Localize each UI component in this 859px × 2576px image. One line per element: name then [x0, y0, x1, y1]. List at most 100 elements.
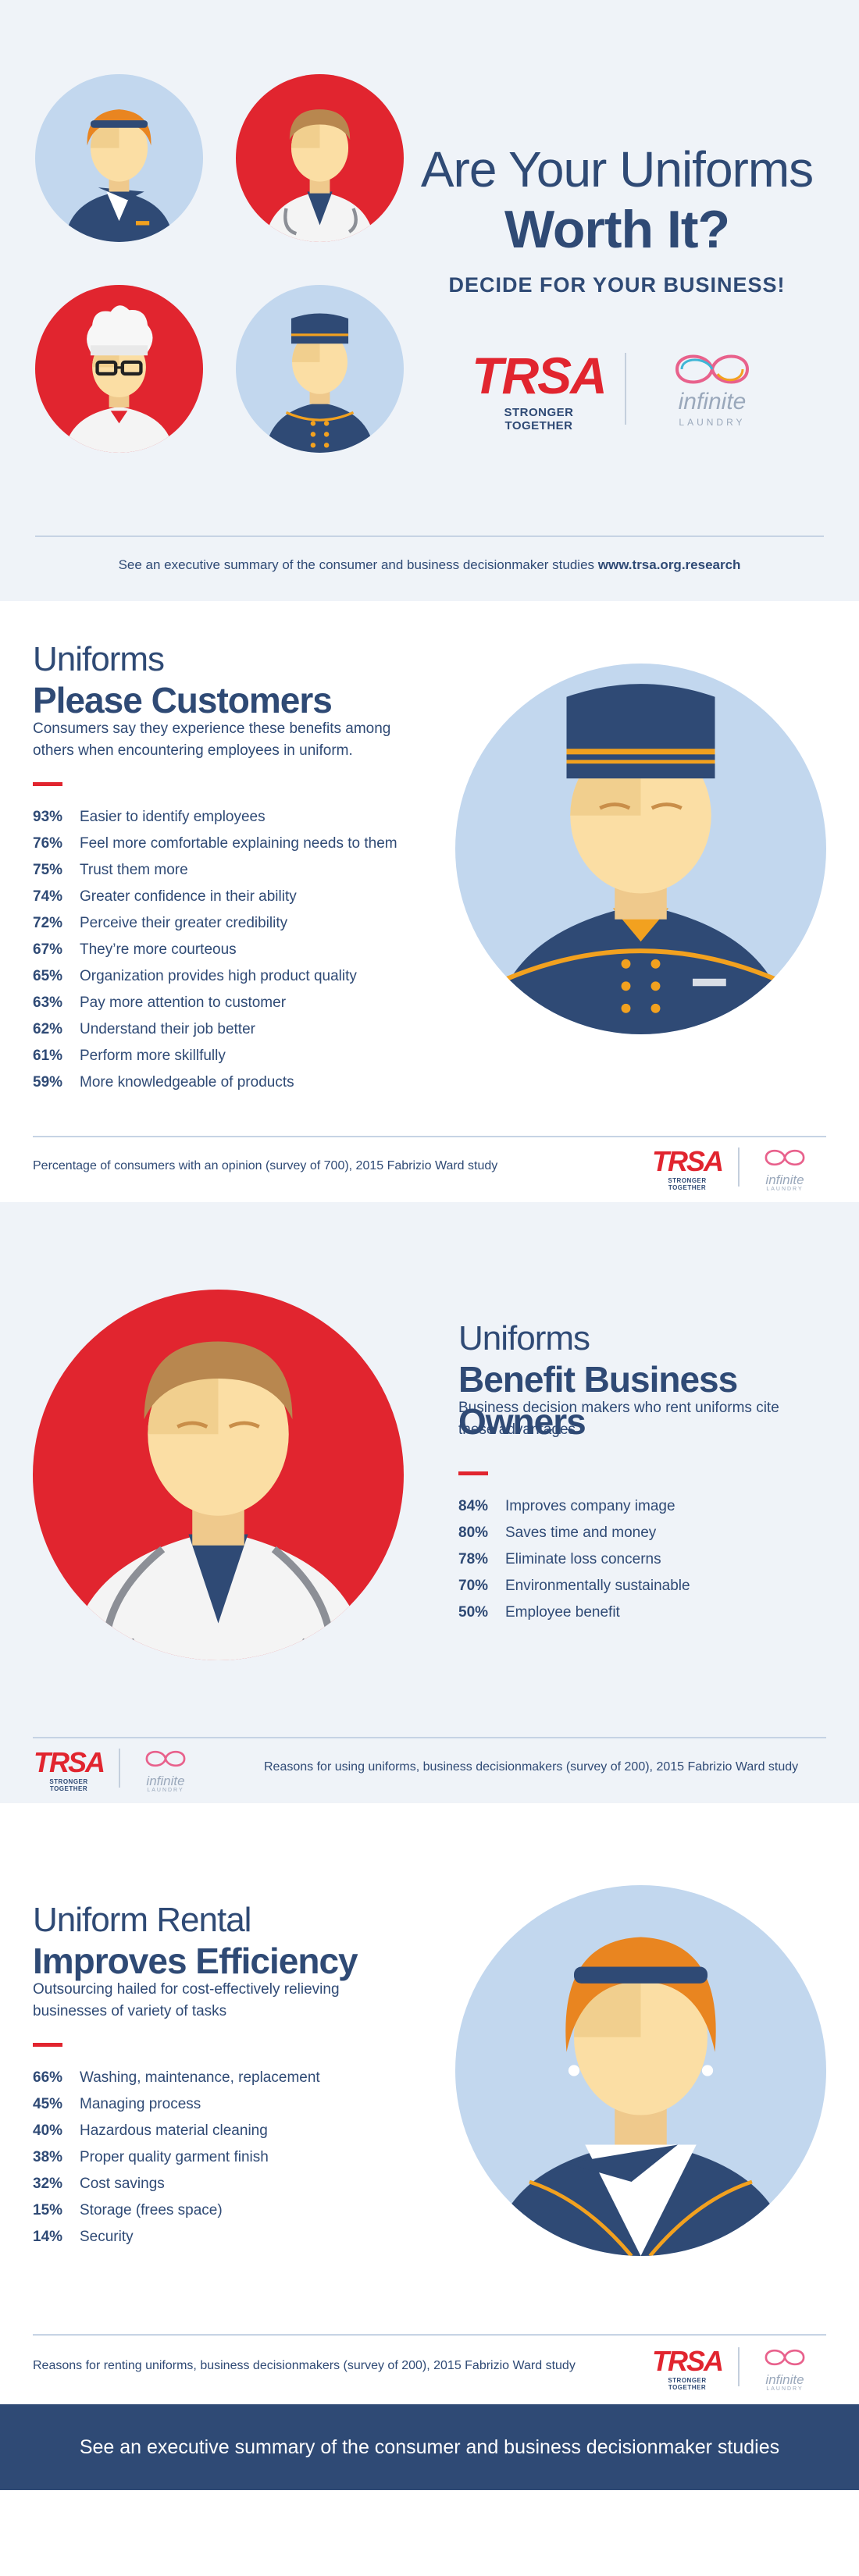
- customers-section: Uniforms Please Customers Consumers say …: [0, 601, 859, 1202]
- stat-label: Perform more skillfully: [80, 1048, 226, 1064]
- infinity-icon: [675, 354, 750, 384]
- logo-divider: [119, 1749, 120, 1788]
- bottom-exec-link[interactable]: www.trsa.org.research: [324, 2522, 535, 2544]
- stat-item: 84% Improves company image: [458, 1493, 825, 1520]
- stat-item: 62% Understand their job better: [33, 1016, 454, 1043]
- owners-footnote: Reasons for using uniforms, business dec…: [264, 1760, 799, 1774]
- stat-percent: 75%: [33, 862, 63, 878]
- infinity-icon: [145, 1750, 186, 1767]
- trsa-logo: TRSA STRONGER TOGETHER: [34, 1746, 105, 1793]
- logo-divider: [738, 1147, 740, 1187]
- stat-item: 75% Trust them more: [33, 857, 454, 884]
- stat-label: Pay more attention to customer: [80, 994, 287, 1011]
- stat-label: More knowledgeable of products: [80, 1074, 294, 1091]
- stat-percent: 76%: [33, 835, 63, 852]
- owners-title-line1: Uniforms: [458, 1319, 590, 1357]
- customers-divider: [33, 1136, 826, 1137]
- stat-item: 78% Eliminate loss concerns: [458, 1546, 825, 1573]
- header-exec-summary: See an executive summary of the consumer…: [118, 557, 741, 572]
- stat-percent: 38%: [33, 2149, 63, 2165]
- stat-percent: 70%: [458, 1578, 489, 1594]
- stat-percent: 67%: [33, 941, 63, 958]
- stat-percent: 80%: [458, 1525, 489, 1541]
- doctor-large-icon: [33, 1290, 404, 1660]
- infinity-icon: [765, 2349, 805, 2366]
- rental-title-line2: Improves Efficiency: [33, 1941, 358, 1981]
- stat-item: 76% Feel more comfortable explaining need…: [33, 831, 454, 857]
- stat-percent: 40%: [33, 2122, 63, 2139]
- logo-divider: [738, 2347, 740, 2386]
- trsa-logo: TRSA STRONGER TOGETHER: [652, 1145, 724, 1192]
- infinite-laundry-logo: infinite LAUNDRY: [642, 347, 782, 428]
- stat-percent: 59%: [33, 1074, 63, 1091]
- stat-item: 93% Easier to identify employees: [33, 804, 454, 831]
- stat-label: Feel more comfortable explaining needs t…: [80, 835, 397, 852]
- stat-percent: 78%: [458, 1551, 489, 1567]
- stat-percent: 62%: [33, 1021, 63, 1037]
- logo-divider: [625, 353, 626, 425]
- flight-attendant-icon: [35, 74, 203, 242]
- owners-description: Business decision makers who rent unifor…: [458, 1400, 779, 1438]
- stat-label: Saves time and money: [505, 1525, 657, 1541]
- stat-item: 15% Storage (frees space): [33, 2197, 454, 2224]
- chef-icon: [35, 285, 203, 453]
- flight-attendant-large-icon: [455, 1885, 826, 2256]
- stat-label: Trust them more: [80, 862, 188, 878]
- stat-item: 67% They’re more courteous: [33, 937, 454, 963]
- customers-red-dash: [33, 782, 62, 786]
- header-divider: [35, 535, 824, 537]
- rental-section: Uniform Rental Improves Efficiency Outso…: [0, 1803, 859, 2404]
- stat-percent: 84%: [458, 1498, 489, 1514]
- stat-percent: 61%: [33, 1048, 63, 1064]
- header-exec-link[interactable]: www.trsa.org.research: [597, 557, 741, 572]
- rental-title-line1: Uniform Rental: [33, 1901, 251, 1939]
- rental-divider: [33, 2334, 826, 2336]
- stat-percent: 45%: [33, 2096, 63, 2112]
- stat-label: Improves company image: [505, 1498, 675, 1514]
- stat-label: Perceive their greater credibility: [80, 915, 288, 931]
- rental-description: Outsourcing hailed for cost-effectively …: [33, 1981, 340, 2019]
- stat-percent: 65%: [33, 968, 63, 984]
- infinity-icon: [765, 1149, 805, 1166]
- stat-item: 59% More knowledgeable of products: [33, 1069, 454, 1096]
- stat-item: 61% Perform more skillfully: [33, 1043, 454, 1069]
- trsa-logo: TRSA STRONGER TOGETHER: [652, 2345, 724, 2392]
- stat-percent: 72%: [33, 915, 63, 931]
- stat-label: Washing, maintenance, replacement: [80, 2069, 320, 2086]
- header-section: Are Your Uniforms Worth It? DECIDE FOR Y…: [0, 0, 859, 601]
- stat-item: 38% Proper quality garment finish: [33, 2144, 454, 2171]
- infinite-laundry-logo: infinite LAUNDRY: [127, 1747, 205, 1793]
- customers-description: Consumers say they experience these bene…: [33, 720, 391, 759]
- stat-percent: 63%: [33, 994, 63, 1011]
- stat-percent: 15%: [33, 2202, 63, 2218]
- stat-label: Easier to identify employees: [80, 809, 266, 825]
- stat-item: 63% Pay more attention to customer: [33, 990, 454, 1016]
- stat-label: Hazardous material cleaning: [80, 2122, 268, 2139]
- rental-footnote: Reasons for renting uniforms, business d…: [33, 2359, 576, 2372]
- stat-percent: 14%: [33, 2229, 63, 2245]
- stat-label: Employee benefit: [505, 1604, 620, 1621]
- stat-item: 14% Security: [33, 2224, 454, 2250]
- stat-label: Understand their job better: [80, 1021, 255, 1037]
- rental-stat-list: 66% Washing, maintenance, replacement 45% M…: [33, 2065, 454, 2250]
- owners-section: Uniforms Benefit Business Owners Busines…: [0, 1202, 859, 1803]
- stat-percent: 93%: [33, 809, 63, 825]
- customers-footnote: Percentage of consumers with an opinion …: [33, 1159, 498, 1172]
- page-title-line2: Worth It?: [504, 200, 730, 259]
- stat-label: They’re more courteous: [80, 941, 237, 958]
- stat-label: Managing process: [80, 2096, 201, 2112]
- stat-percent: 66%: [33, 2069, 63, 2086]
- stat-percent: 32%: [33, 2176, 63, 2192]
- bottom-exec-summary-bar: See an executive summary of the consumer…: [0, 2404, 859, 2544]
- stat-item: 32% Cost savings: [33, 2171, 454, 2197]
- stat-item: 72% Perceive their greater credibility: [33, 910, 454, 937]
- stat-item: 45% Managing process: [33, 2091, 454, 2118]
- customers-title-line2: Please Customers: [33, 680, 333, 720]
- stat-item: 74% Greater confidence in their ability: [33, 884, 454, 910]
- trsa-logo: TRSA STRONGER TOGETHER: [472, 347, 608, 432]
- stat-percent: 74%: [33, 888, 63, 905]
- stat-label: Proper quality garment finish: [80, 2149, 269, 2165]
- owners-stat-list: 84% Improves company image 80% Saves time a…: [458, 1493, 825, 1626]
- stat-item: 70% Environmentally sustainable: [458, 1573, 825, 1599]
- stat-label: Security: [80, 2229, 134, 2245]
